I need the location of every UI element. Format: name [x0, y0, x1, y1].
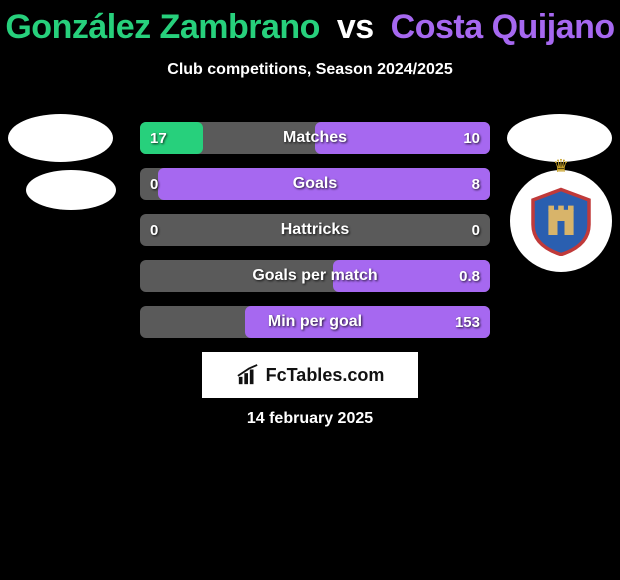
date-label: 14 february 2025	[0, 410, 620, 428]
player1-club-badge	[26, 170, 116, 210]
player2-avatar	[507, 114, 612, 162]
stat-value-right: 8	[472, 176, 480, 193]
stat-row: Min per goal153	[140, 306, 490, 338]
chart-icon	[236, 364, 260, 386]
stat-value-right: 153	[455, 314, 480, 331]
stat-value-right: 0.8	[459, 268, 480, 285]
stat-value-right: 0	[472, 222, 480, 239]
stat-row: 0Goals8	[140, 168, 490, 200]
stat-value-right: 10	[463, 130, 480, 147]
comparison-card: González Zambrano vs Costa Quijano Club …	[0, 0, 620, 580]
shield-icon	[526, 186, 596, 256]
branding-text: FcTables.com	[266, 365, 385, 386]
stat-label: Matches	[140, 129, 490, 147]
stat-row: 0Hattricks0	[140, 214, 490, 246]
stat-label: Goals	[140, 175, 490, 193]
branding-badge: FcTables.com	[202, 352, 418, 398]
player1-name: González Zambrano	[5, 8, 320, 46]
stat-label: Goals per match	[140, 267, 490, 285]
player2-name: Costa Quijano	[391, 8, 615, 46]
stat-row: 17Matches10	[140, 122, 490, 154]
player2-club-badge: ♛	[510, 170, 612, 272]
player1-avatar	[8, 114, 113, 162]
vs-label: vs	[337, 8, 374, 46]
crown-icon: ♛	[553, 156, 569, 177]
stat-label: Hattricks	[140, 221, 490, 239]
stat-label: Min per goal	[140, 313, 490, 331]
page-title: González Zambrano vs Costa Quijano	[0, 0, 620, 47]
stat-row: Goals per match0.8	[140, 260, 490, 292]
stat-bars: 17Matches100Goals80Hattricks0Goals per m…	[140, 122, 490, 352]
subtitle: Club competitions, Season 2024/2025	[0, 61, 620, 79]
